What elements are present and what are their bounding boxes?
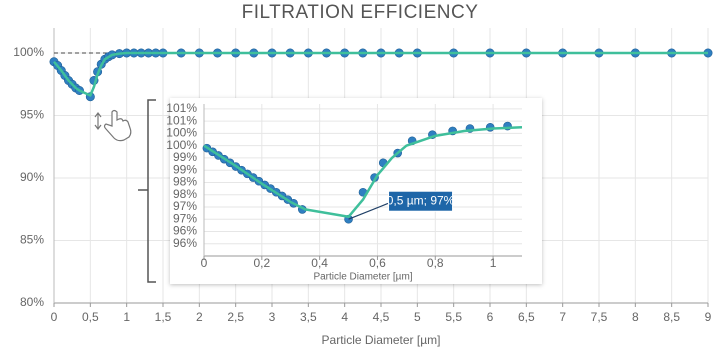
x-tick-label: 5,5 (445, 310, 462, 324)
x-tick-label: 2,5 (227, 310, 244, 324)
bracket-line (138, 99, 156, 283)
x-tick-label: 5 (414, 310, 421, 324)
x-tick-label: 3 (269, 310, 276, 324)
y-tick-label: 90% (20, 170, 44, 184)
y-tick-label: 85% (20, 233, 44, 247)
annotation-leader (348, 202, 389, 220)
x-tick-label: 8 (632, 310, 639, 324)
y-tick-label: 101% (166, 113, 197, 127)
y-tick-label: 96% (173, 236, 197, 250)
data-line (203, 126, 523, 219)
y-tick-label: 95% (20, 108, 44, 122)
x-tick-label: 0,5 (82, 310, 99, 324)
x-tick-label: 9 (705, 310, 712, 324)
y-tick-label: 80% (20, 295, 44, 309)
chart-title: FILTRATION EFFICIENCY (242, 2, 479, 23)
x-tick-label: 1 (123, 310, 130, 324)
hand (103, 109, 132, 142)
x-tick-label: 4,5 (373, 310, 390, 324)
x-tick-label: 0,6 (369, 256, 386, 270)
swipe-arrow (94, 112, 102, 130)
y-tick-label: 96% (173, 224, 197, 238)
y-tick-label: 100% (13, 45, 44, 59)
data-line (53, 51, 708, 97)
x-tick-label: 1 (490, 256, 497, 270)
y-tick-label: 99% (173, 150, 197, 164)
x-tick-label: 0 (51, 310, 58, 324)
x-axis-label: Particle Diameter [µm] (313, 272, 412, 283)
y-tick-label: 97% (173, 211, 197, 225)
x-tick-label: 0 (201, 256, 208, 270)
y-tick-label: 100% (166, 126, 197, 140)
x-tick-label: 2 (196, 310, 203, 324)
annotation-text: 0,5 µm; 97% (387, 193, 455, 207)
y-tick-label: 98% (173, 187, 197, 201)
y-tick-label: 97% (173, 199, 197, 213)
y-tick-label: 101% (166, 101, 197, 115)
y-tick-label: 98% (173, 175, 197, 189)
x-tick-label: 3,5 (300, 310, 317, 324)
x-tick-label: 0,2 (253, 256, 270, 270)
x-tick-label: 0,8 (427, 256, 444, 270)
x-tick-label: 7,5 (591, 310, 608, 324)
bracket (138, 99, 156, 283)
x-tick-label: 6 (487, 310, 494, 324)
hand-icon (94, 109, 132, 142)
x-tick-label: 7 (559, 310, 566, 324)
y-tick-label: 100% (166, 138, 197, 152)
x-tick-label: 6,5 (518, 310, 535, 324)
x-tick-label: 1,5 (155, 310, 172, 324)
inset-chart: Particle Diameter [µm] 96%96%97%97%98%98… (166, 98, 542, 284)
x-tick-label: 8,5 (663, 310, 680, 324)
x-axis-label: Particle Diameter [µm] (322, 333, 441, 347)
y-tick-label: 99% (173, 162, 197, 176)
annotation-box (388, 190, 454, 212)
x-tick-label: 4 (341, 310, 348, 324)
x-tick-label: 0,4 (311, 256, 328, 270)
